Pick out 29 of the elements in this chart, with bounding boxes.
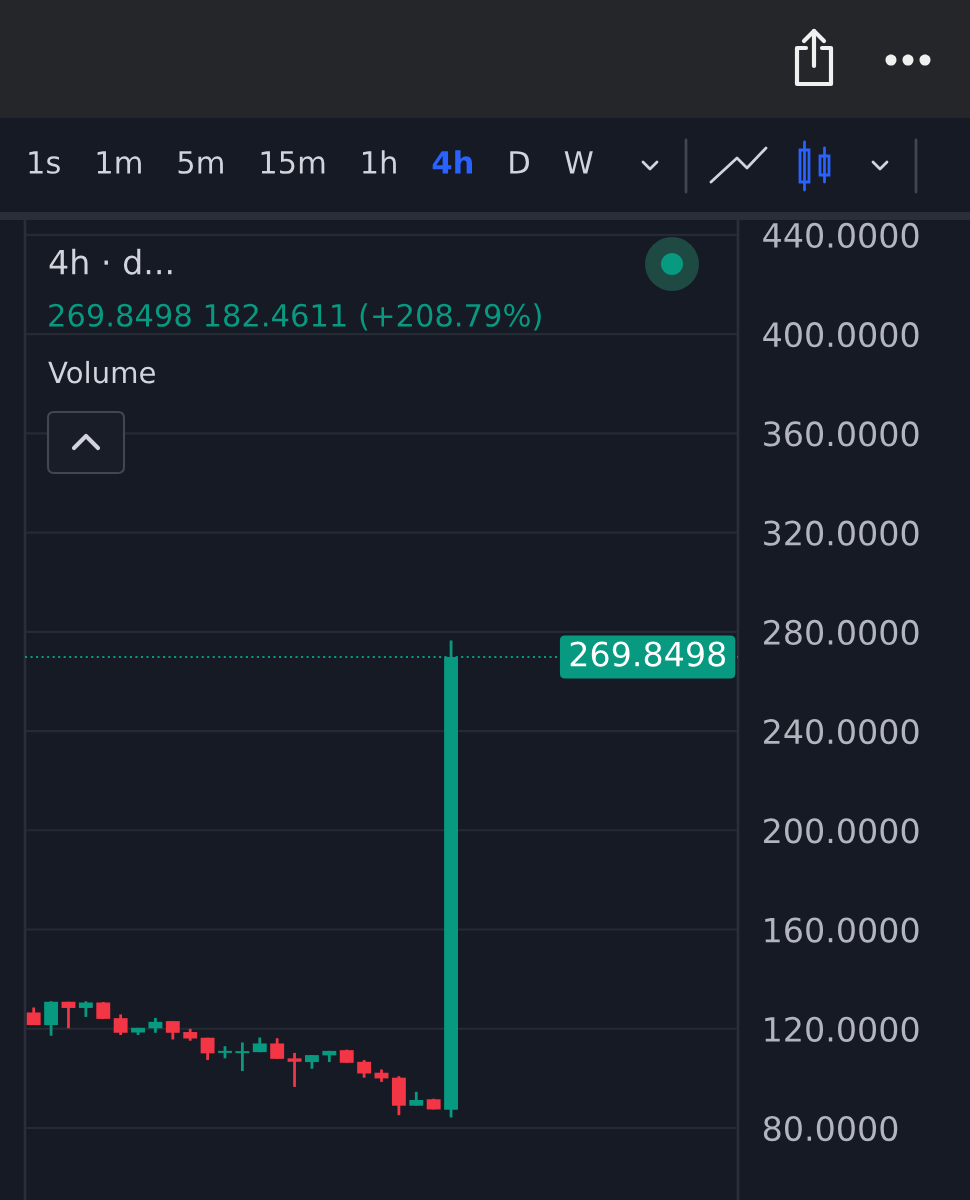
y-tick-label: 400.0000 [763,322,919,348]
text: W [564,151,593,174]
y-tick-label: 160.0000 [765,917,919,943]
candlestick [165,1019,180,1041]
candlestick [44,999,59,1038]
y-tick-label: 280.0000 [764,619,919,645]
text: 15m [261,151,325,174]
text: 1h [362,150,396,174]
candlestick [235,1041,250,1073]
text: 4h [432,150,472,174]
y-tick-label: 200.0000 [764,818,919,844]
y-tick-label: 320.0000 [764,520,919,546]
y-tick-label: 440.0000 [763,222,919,249]
y-tick-label: 360.0000 [764,421,919,447]
text: 4h · d... [49,248,172,275]
annotation: Volume [48,360,155,384]
y-tick-label: 240.0000 [764,719,919,745]
candlestick [270,1036,285,1061]
text: D [510,151,529,174]
text: 1s [29,151,60,174]
text: 1m [97,151,141,174]
ref-line-label: 269.8498 [570,641,726,667]
text: 5m [178,151,223,174]
y-tick-label: 120.0000 [765,1016,919,1042]
y-tick-label: 80.0000 [763,1115,898,1142]
candlestick [287,1051,302,1089]
candlestick [113,1013,128,1037]
candlestick [61,1000,76,1030]
text: 269.8498 182.4611 (+208.79%) [49,303,541,331]
